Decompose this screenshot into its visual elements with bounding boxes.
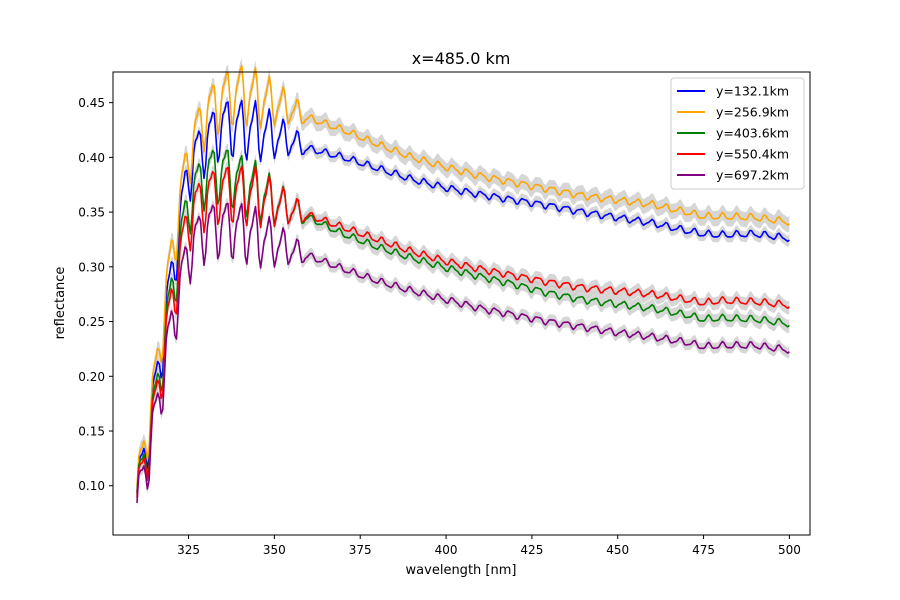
series-line-3: [136, 149, 790, 495]
legend-items: y=132.1km y=256.9km y=403.6km y=550.4km y=69…: [677, 84, 789, 183]
series-lines: [136, 64, 790, 503]
y-tick-label: 0.40: [78, 151, 105, 165]
x-tick-label: 375: [349, 543, 372, 557]
legend-box: [670, 77, 805, 190]
x-tick-label: 350: [263, 543, 286, 557]
legend-label-2: y=256.9km: [716, 105, 789, 120]
legend-label-1: y=132.1km: [716, 84, 789, 99]
y-tick-label: 0.30: [78, 260, 105, 274]
legend: y=132.1km y=256.9km y=403.6km y=550.4km y=69…: [670, 77, 805, 190]
plot-area-frame: [112, 71, 811, 536]
y-tick-label: 0.25: [78, 315, 105, 329]
x-tick-label: 425: [520, 543, 543, 557]
legend-label-5: y=697.2km: [716, 168, 789, 183]
x-tick-label: 325: [177, 543, 200, 557]
x-axis-label: wavelength [nm]: [406, 563, 517, 578]
x-tick-label: 500: [778, 543, 801, 557]
x-tick-label: 400: [435, 543, 458, 557]
y-axis-label: reflectance: [53, 267, 68, 340]
legend-label-3: y=403.6km: [716, 126, 789, 141]
series-line-2: [136, 64, 790, 487]
chart-title: x=485.0 km: [412, 49, 511, 68]
x-axis-ticks: 325 350 375 400 425 450 475 500: [177, 535, 801, 557]
x-tick-label: 475: [692, 543, 715, 557]
y-axis-ticks: 0.10 0.15 0.20 0.25 0.30 0.35 0.40 0.45: [78, 96, 113, 493]
x-tick-label: 450: [606, 543, 629, 557]
series-line-1: [136, 99, 790, 493]
series-line-5: [136, 202, 790, 503]
y-tick-label: 0.35: [78, 206, 105, 220]
y-tick-label: 0.20: [78, 370, 105, 384]
y-tick-label: 0.15: [78, 425, 105, 439]
series-line-4: [136, 165, 790, 498]
y-tick-label: 0.10: [78, 479, 105, 493]
legend-label-4: y=550.4km: [716, 147, 789, 162]
y-tick-label: 0.45: [78, 96, 105, 110]
